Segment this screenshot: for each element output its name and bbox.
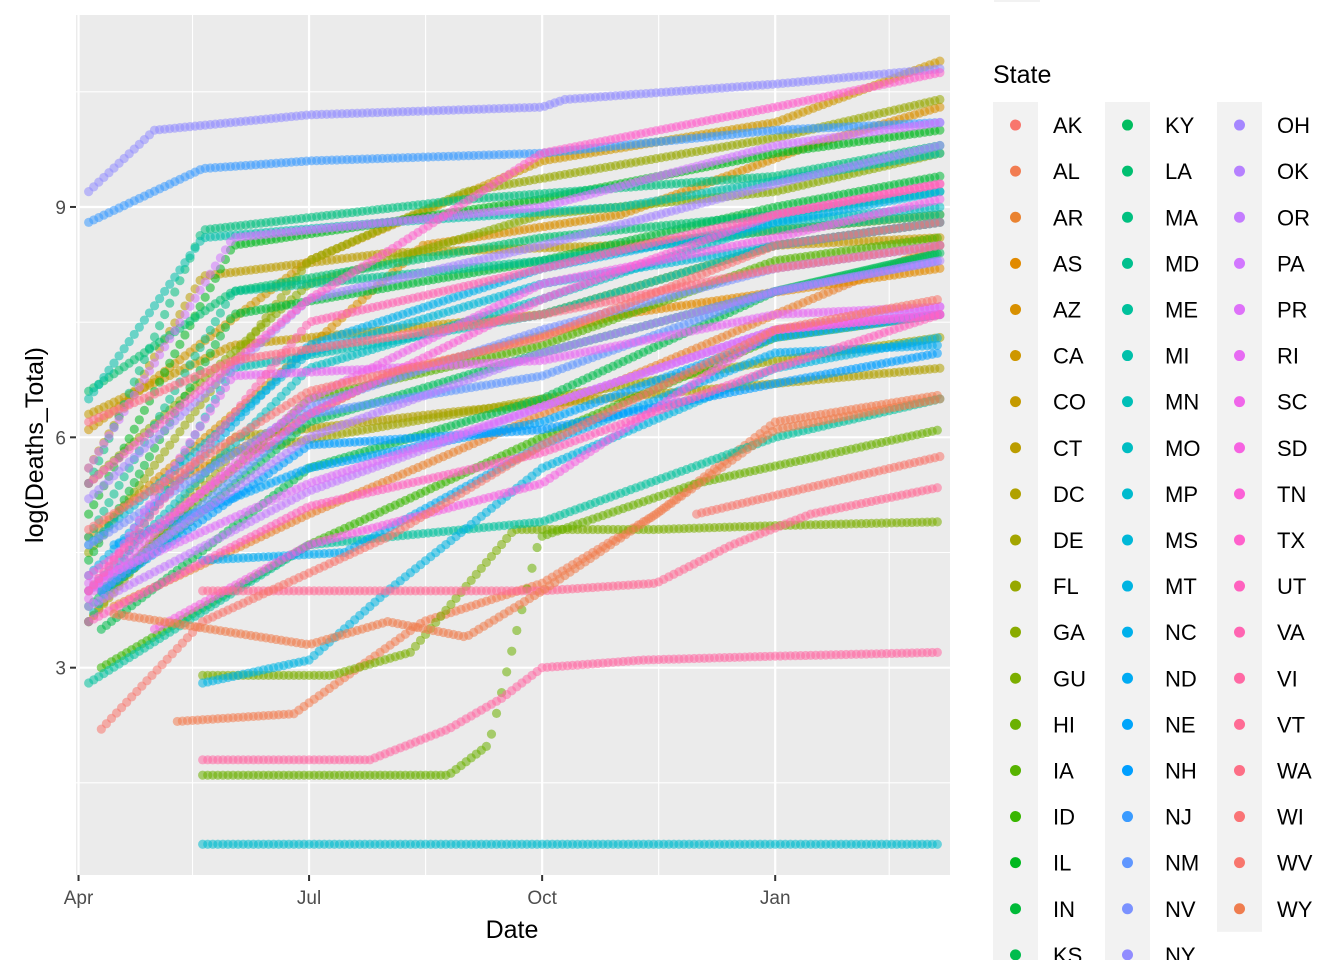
data-point <box>134 469 144 479</box>
data-point <box>507 646 517 656</box>
data-point <box>160 368 170 378</box>
data-point <box>160 403 170 413</box>
data-point <box>527 563 537 573</box>
data-point <box>185 360 195 370</box>
data-point <box>134 366 144 376</box>
data-point <box>932 425 942 435</box>
data-point <box>190 351 200 361</box>
data-point <box>155 377 165 387</box>
data-point <box>149 332 160 342</box>
data-point <box>220 299 231 309</box>
data-point <box>935 102 945 112</box>
data-point <box>935 263 945 273</box>
data-point <box>512 625 522 636</box>
data-point <box>932 517 942 527</box>
data-points <box>84 56 945 849</box>
data-point <box>486 729 497 739</box>
data-point <box>139 354 149 365</box>
series-ak <box>692 451 945 519</box>
data-point <box>84 555 94 565</box>
data-point <box>200 334 210 344</box>
data-point <box>165 358 175 368</box>
data-point <box>932 839 942 849</box>
data-point <box>109 489 119 499</box>
data-point <box>481 741 491 751</box>
data-point <box>165 394 175 404</box>
data-point <box>220 322 231 332</box>
data-point <box>205 325 215 335</box>
data-point <box>170 349 180 359</box>
data-point <box>155 321 165 331</box>
data-point <box>144 343 155 353</box>
data-point <box>170 287 180 297</box>
data-point <box>210 340 220 350</box>
data-point <box>139 460 149 470</box>
data-point <box>215 308 225 318</box>
data-point <box>165 298 175 308</box>
data-point <box>144 452 155 462</box>
data-point <box>532 542 542 553</box>
data-point <box>160 309 170 320</box>
data-point <box>210 317 220 327</box>
data-point <box>129 477 139 488</box>
series-mp <box>198 839 942 849</box>
data-point <box>134 415 144 425</box>
data-point <box>935 56 945 66</box>
data-point <box>175 339 185 349</box>
data-point <box>124 486 134 496</box>
data-point <box>935 363 945 373</box>
data-point <box>114 480 124 491</box>
data-point <box>502 667 512 677</box>
data-point <box>139 405 149 415</box>
data-point <box>195 342 205 353</box>
data-point <box>491 708 502 718</box>
data-point <box>935 451 945 462</box>
data-point <box>129 424 139 434</box>
data-point <box>84 509 94 519</box>
data-point <box>104 498 114 508</box>
data-point <box>200 357 210 367</box>
data-point <box>935 94 945 105</box>
data-point <box>215 331 225 341</box>
data-point <box>205 348 215 358</box>
